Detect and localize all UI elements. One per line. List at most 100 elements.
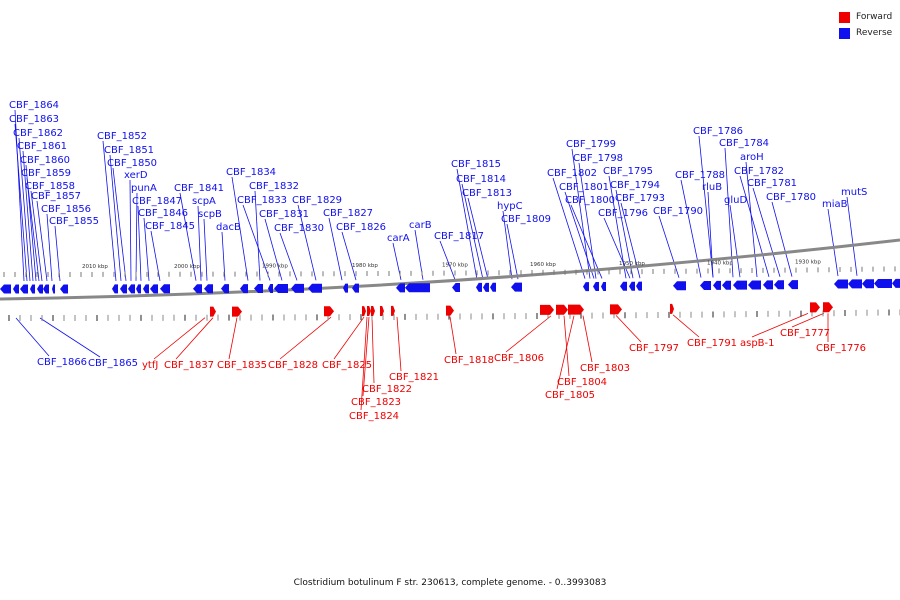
reverse-gene-label: CBF_1857	[31, 191, 81, 202]
bottom-leader-line	[15, 317, 50, 357]
reverse-gene-label: CBF_1782	[734, 166, 784, 177]
reverse-gene-arrow	[352, 283, 359, 293]
bottom-leader-line	[791, 312, 825, 328]
reverse-gene-label: CBF_1841	[174, 183, 224, 194]
legend-item-reverse: Reverse	[839, 25, 892, 41]
bottom-leader-line	[672, 314, 700, 338]
reverse-leader-line	[242, 204, 271, 281]
gene-features	[0, 278, 900, 317]
forward-gene-label: CBF_1806	[494, 353, 544, 364]
bottom-leader-line	[563, 315, 570, 377]
reverse-leader-line	[150, 230, 161, 281]
reverse-gene-arrow	[143, 284, 149, 294]
reverse-gene-arrow	[490, 282, 496, 292]
reverse-leader-line	[143, 217, 150, 281]
forward-gene-arrow	[367, 306, 371, 317]
forward-gene-arrow	[362, 306, 366, 317]
forward-gene-arrow	[568, 304, 584, 315]
reverse-gene-label: CBF_1859	[21, 168, 71, 179]
forward-gene-label: CBF_1777	[780, 328, 830, 339]
reverse-leader-line	[36, 200, 48, 282]
forward-gene-label: CBF_1822	[362, 384, 412, 395]
reverse-gene-label: CBF_1781	[747, 178, 797, 189]
reverse-gene-arrow	[30, 284, 35, 294]
forward-gene-arrow	[670, 303, 674, 314]
reverse-leader-line	[203, 218, 208, 281]
reverse-gene-label: CBF_1833	[237, 195, 287, 206]
reverse-gene-arrow	[291, 283, 304, 293]
scale-tick-label: 1990 kbp	[262, 263, 288, 269]
reverse-gene-arrow	[748, 280, 761, 290]
reverse-gene-arrow	[511, 282, 522, 292]
scale-tick-label: 1950 kbp	[619, 261, 645, 267]
bottom-leader-line	[582, 315, 593, 363]
reverse-gene-label: CBF_1780	[766, 192, 816, 203]
reverse-gene-arrow	[722, 280, 731, 290]
forward-gene-arrow	[391, 305, 395, 316]
reverse-gene-arrow	[476, 282, 482, 292]
bottom-leader-line	[153, 317, 206, 360]
reverse-leader-line	[439, 240, 456, 280]
reverse-gene-label: gluD	[724, 195, 747, 206]
reverse-gene-arrow	[834, 279, 848, 289]
forward-gene-arrow	[380, 305, 384, 316]
reverse-leader-line	[570, 204, 603, 279]
reverse-gene-label: scpB	[198, 209, 222, 220]
bottom-leader-line	[396, 316, 402, 372]
reverse-gene-arrow	[733, 280, 747, 290]
reverse-gene-arrow	[13, 284, 19, 294]
reverse-gene-label: CBF_1861	[17, 141, 67, 152]
reverse-leader-line	[707, 191, 714, 278]
reverse-leader-line	[102, 140, 117, 281]
reverse-gene-label: CBF_1793	[615, 193, 665, 204]
bottom-leader-line	[175, 317, 214, 360]
reverse-leader-line	[729, 204, 741, 278]
reverse-swatch	[839, 27, 850, 39]
reverse-gene-arrow	[593, 282, 599, 292]
legend-item-forward: Forward	[839, 9, 892, 25]
reverse-gene-arrow	[583, 282, 589, 292]
reverse-gene-label: CBF_1831	[259, 209, 309, 220]
reverse-leader-line	[578, 162, 597, 279]
forward-gene-arrow	[324, 306, 334, 317]
reverse-gene-label: CBF_1846	[138, 208, 188, 219]
scale-tick-label: 1980 kbp	[352, 263, 378, 269]
reverse-gene-arrow	[629, 281, 635, 291]
reverse-gene-label: CBF_1802	[547, 168, 597, 179]
scale-tick-label: 1930 kbp	[795, 259, 821, 265]
reverse-gene-label: carA	[387, 233, 410, 244]
bottom-leader-line	[505, 315, 552, 353]
reverse-leader-line	[231, 176, 249, 281]
forward-gene-label: CBF_1791	[687, 338, 737, 349]
reverse-gene-arrow	[52, 284, 55, 294]
reverse-gene-arrow	[601, 281, 606, 291]
forward-gene-label: CBF_1825	[322, 360, 372, 371]
reverse-gene-arrow	[308, 283, 322, 293]
forward-gene-arrow	[210, 306, 216, 317]
reverse-leader-line	[608, 175, 627, 279]
forward-gene-label: CBF_1776	[816, 343, 866, 354]
forward-gene-label: ytfJ	[142, 360, 158, 371]
reverse-leader-line	[197, 205, 202, 281]
reverse-leader-line	[14, 123, 28, 282]
reverse-gene-arrow	[788, 280, 798, 290]
forward-gene-label: CBF_1804	[557, 377, 607, 388]
reverse-leader-line	[506, 223, 519, 280]
reverse-gene-label: CBF_1834	[226, 167, 276, 178]
reverse-gene-arrow	[343, 283, 348, 293]
reverse-leader-line	[297, 204, 317, 281]
reverse-leader-line	[137, 205, 142, 281]
reverse-gene-label: CBF_1788	[675, 170, 725, 181]
scale-ticks: 2010 kbp 2000 kbp 1990 kbp 1980 kbp 1970 kbp…	[3, 259, 900, 321]
reverse-gene-label: CBF_1858	[25, 181, 75, 192]
forward-gene-label: CBF_1828	[268, 360, 318, 371]
forward-gene-label: CBF_1824	[349, 411, 399, 422]
forward-gene-arrow	[810, 302, 820, 313]
reverse-leader-line	[724, 147, 734, 278]
reverse-leader-line	[30, 190, 43, 282]
reverse-gene-arrow	[254, 284, 263, 294]
reverse-gene-label: mutS	[841, 187, 867, 198]
reverse-gene-arrow	[204, 284, 213, 294]
legend-label-reverse: Reverse	[856, 28, 893, 38]
